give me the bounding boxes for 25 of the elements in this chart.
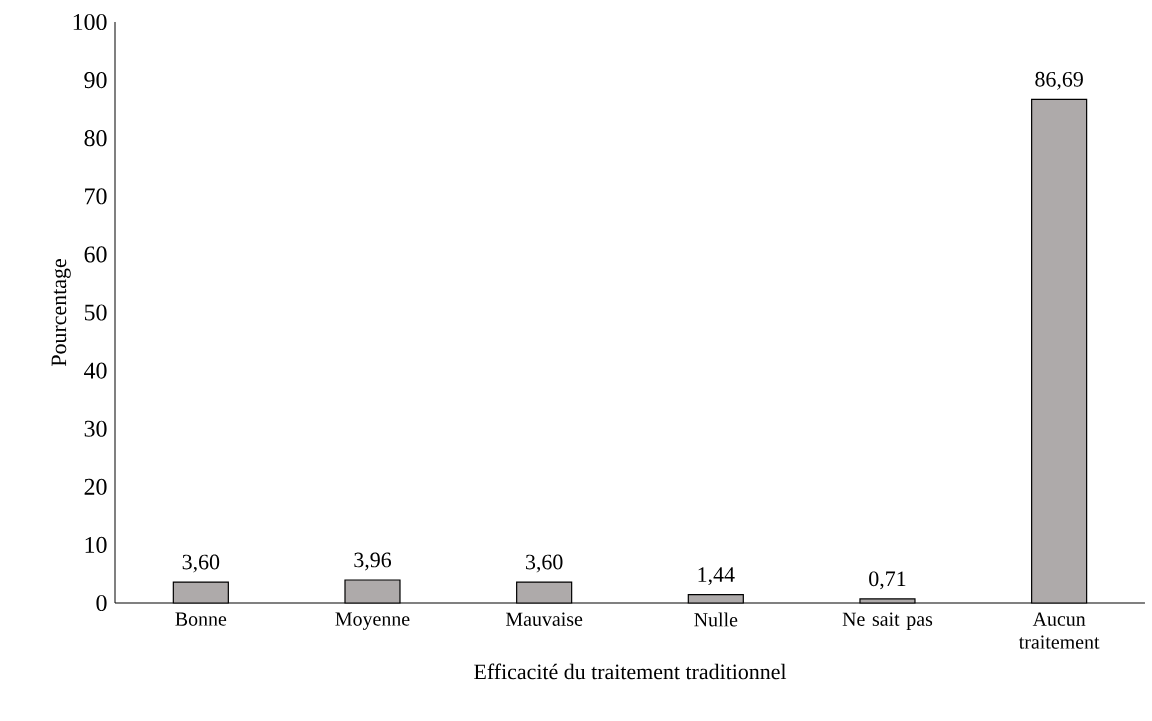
data-label: 3,60 xyxy=(182,554,220,573)
y-tick-label: 80 xyxy=(84,130,107,147)
y-tick-label: 90 xyxy=(84,72,107,89)
data-label: 3,96 xyxy=(354,552,392,571)
x-axis-title: Efficacité du traitement traditionnel xyxy=(474,663,787,680)
data-label: 1,44 xyxy=(698,567,735,586)
y-tick-label: 50 xyxy=(84,304,107,321)
x-tick-label: Nulle xyxy=(694,612,738,627)
x-tick-label: Aucun traitement xyxy=(1018,612,1100,649)
x-tick-label: Moyenne xyxy=(335,612,410,630)
y-tick-label: 10 xyxy=(85,536,107,553)
data-label: 3,60 xyxy=(526,554,563,573)
y-tick-label: 0 xyxy=(96,594,107,612)
y-tick-label: 70 xyxy=(85,188,107,205)
y-tick-label: 20 xyxy=(84,478,107,495)
data-label: 0,71 xyxy=(869,571,906,590)
data-label: 86,69 xyxy=(1035,71,1083,90)
x-tick-label: Ne sait pas xyxy=(842,612,933,630)
y-tick-label: 40 xyxy=(84,362,107,379)
x-tick-label: Mauvaise xyxy=(506,612,583,626)
y-tick-label: 30 xyxy=(84,420,107,437)
y-axis-title: Pourcentage xyxy=(51,259,71,367)
y-tick-label: 100 xyxy=(73,13,107,31)
y-tick-label: 60 xyxy=(84,246,107,263)
x-tick-label: Bonne xyxy=(175,612,227,626)
